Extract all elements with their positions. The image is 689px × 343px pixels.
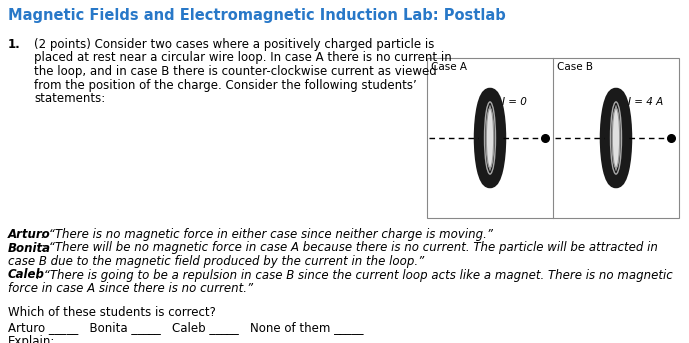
Text: 1.: 1.: [8, 38, 21, 51]
Text: Explain:: Explain:: [8, 334, 55, 343]
Text: I = 0: I = 0: [502, 97, 527, 107]
Text: from the position of the charge. Consider the following students’: from the position of the charge. Conside…: [34, 79, 417, 92]
Text: I = 4 A: I = 4 A: [628, 97, 664, 107]
Text: : “There is no magnetic force in either case since neither charge is moving.”: : “There is no magnetic force in either …: [41, 228, 493, 241]
Text: Which of these students is correct?: Which of these students is correct?: [8, 306, 216, 319]
Text: case B due to the magnetic field produced by the current in the loop.”: case B due to the magnetic field produce…: [8, 255, 424, 268]
Text: (2 points) Consider two cases where a positively charged particle is: (2 points) Consider two cases where a po…: [34, 38, 434, 51]
Text: Arturo: Arturo: [8, 228, 51, 241]
Text: force in case A since there is no current.”: force in case A since there is no curren…: [8, 282, 253, 295]
Text: : “There will be no magnetic force in case A because there is no current. The pa: : “There will be no magnetic force in ca…: [41, 241, 658, 255]
Text: the loop, and in case B there is counter-clockwise current as viewed: the loop, and in case B there is counter…: [34, 65, 437, 78]
Text: Case B: Case B: [557, 62, 593, 72]
Ellipse shape: [484, 102, 495, 174]
Ellipse shape: [613, 108, 620, 168]
Text: placed at rest near a circular wire loop. In case A there is no current in: placed at rest near a circular wire loop…: [34, 51, 452, 64]
Text: Magnetic Fields and Electromagnetic Induction Lab: Postlab: Magnetic Fields and Electromagnetic Indu…: [8, 8, 506, 23]
Text: Caleb: Caleb: [8, 269, 45, 282]
Ellipse shape: [486, 108, 494, 168]
Text: : “There is going to be a repulsion in case B since the current loop acts like a: : “There is going to be a repulsion in c…: [36, 269, 672, 282]
Text: statements:: statements:: [34, 92, 105, 105]
Text: Case A: Case A: [431, 62, 467, 72]
Bar: [427, 58, 679, 218]
Text: Arturo _____   Bonita _____   Caleb _____   None of them _____: Arturo _____ Bonita _____ Caleb _____ No…: [8, 321, 364, 334]
Text: Bonita: Bonita: [8, 241, 51, 255]
Ellipse shape: [610, 102, 621, 174]
